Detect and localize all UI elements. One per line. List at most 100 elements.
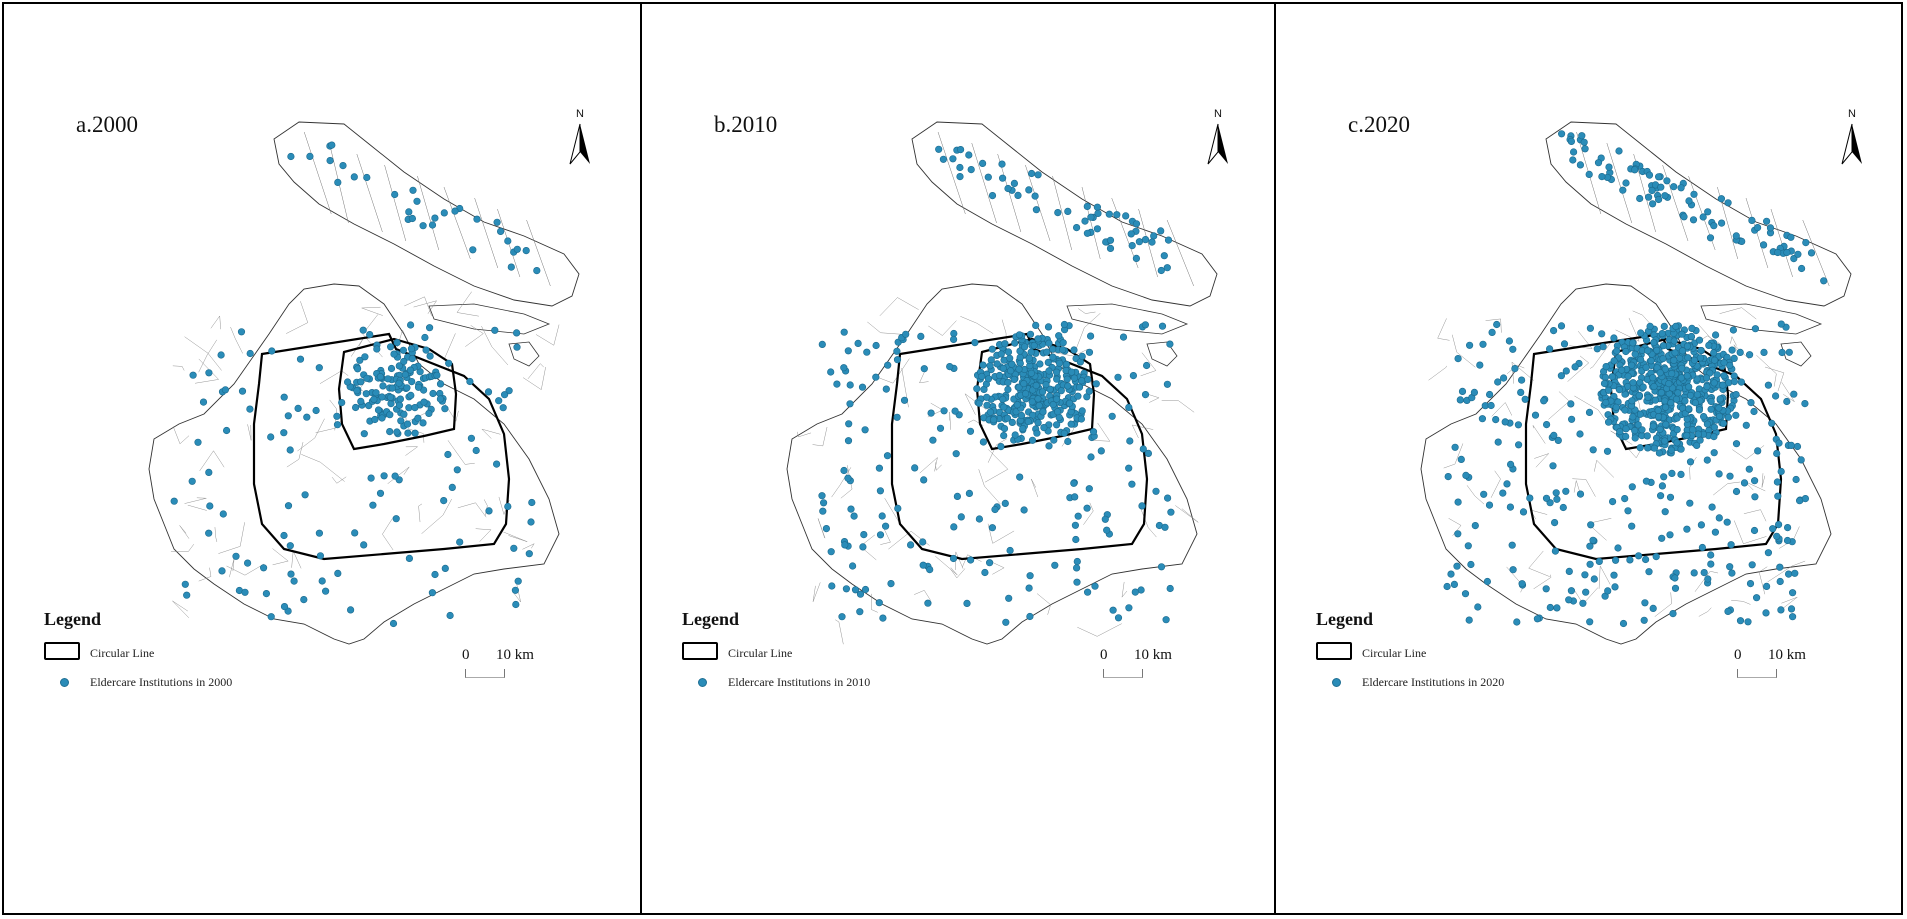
eldercare-point (1720, 359, 1728, 367)
eldercare-point (1760, 348, 1768, 357)
eldercare-point (1056, 359, 1064, 367)
eldercare-point (1629, 413, 1637, 421)
legend-title: Legend (1316, 609, 1374, 629)
eldercare-point (1011, 431, 1019, 439)
eldercare-point (1101, 515, 1109, 523)
eldercare-point (979, 438, 988, 446)
eldercare-point (1707, 551, 1715, 559)
eldercare-point (1704, 208, 1712, 216)
eldercare-point (405, 554, 414, 563)
eldercare-point (911, 464, 919, 472)
eldercare-point (1693, 391, 1702, 399)
eldercare-point (1471, 521, 1479, 530)
eldercare-point (1643, 432, 1651, 440)
eldercare-point (861, 585, 870, 594)
panel-title: c.2020 (1348, 112, 1410, 137)
eldercare-point (840, 364, 848, 372)
eldercare-point (1487, 401, 1495, 410)
eldercare-point (1503, 480, 1511, 488)
eldercare-point (366, 331, 374, 339)
eldercare-point (1621, 495, 1629, 503)
eldercare-point (875, 464, 883, 472)
eldercare-point (983, 393, 991, 401)
eldercare-point (919, 561, 927, 569)
district-boundary (919, 456, 938, 474)
eldercare-point (206, 502, 214, 510)
eldercare-point (1045, 339, 1053, 347)
eldercare-point (1697, 521, 1706, 529)
district-boundary (988, 560, 1005, 575)
eldercare-point (1707, 405, 1715, 413)
eldercare-point (1641, 599, 1649, 607)
eldercare-point (840, 466, 848, 475)
eldercare-point (995, 371, 1004, 380)
small-island (1780, 341, 1812, 367)
eldercare-point (1764, 381, 1773, 389)
eldercare-point (1036, 360, 1044, 368)
eldercare-point (1736, 617, 1745, 625)
eldercare-point (1486, 390, 1494, 399)
eldercare-point (820, 499, 828, 507)
eldercare-point (1802, 239, 1810, 247)
eldercare-point (403, 420, 412, 428)
eldercare-point (956, 173, 964, 181)
eldercare-point (1629, 339, 1637, 347)
eldercare-point (367, 474, 375, 482)
eldercare-point (997, 443, 1005, 451)
eldercare-point (333, 412, 341, 420)
eldercare-point (232, 552, 240, 560)
eldercare-point (513, 245, 521, 253)
eldercare-point (1713, 371, 1721, 379)
eldercare-point (1049, 353, 1057, 361)
eldercare-point (1729, 326, 1738, 334)
eldercare-point (525, 550, 533, 558)
district-boundary (1140, 507, 1157, 538)
eldercare-point (448, 483, 456, 492)
eldercare-point (1032, 206, 1041, 214)
eldercare-point (1677, 470, 1685, 479)
eldercare-point (1744, 618, 1752, 626)
district-boundary (350, 339, 363, 357)
eldercare-point (1699, 213, 1707, 221)
eldercare-point (1654, 406, 1662, 415)
eldercare-point (392, 515, 400, 523)
eldercare-point (1010, 375, 1018, 384)
map-canvas (148, 121, 580, 645)
eldercare-point (1073, 564, 1081, 572)
district-boundary (198, 339, 217, 373)
district-boundary (413, 300, 438, 314)
eldercare-point (511, 586, 520, 594)
eldercare-point (301, 491, 309, 499)
district-boundary (1694, 571, 1719, 592)
district-boundary (474, 197, 499, 269)
small-island (428, 303, 551, 335)
eldercare-point (1025, 354, 1033, 362)
eldercare-point (1506, 503, 1514, 511)
eldercare-point (1160, 252, 1168, 260)
eldercare-point (1581, 145, 1589, 153)
eldercare-point (1083, 229, 1092, 237)
eldercare-point (971, 339, 979, 347)
eldercare-point (1125, 403, 1133, 412)
eldercare-point (1622, 425, 1630, 433)
district-boundary (405, 446, 419, 456)
eldercare-point (1602, 398, 1610, 407)
eldercare-point (397, 417, 405, 425)
district-boundary (880, 525, 891, 545)
eldercare-point (1652, 552, 1660, 561)
district-boundary (301, 454, 345, 482)
eldercare-point (1019, 425, 1027, 433)
eldercare-point (1642, 363, 1650, 372)
eldercare-point (1715, 470, 1723, 478)
mainland-outline (786, 283, 1198, 645)
eldercare-point (1612, 403, 1620, 411)
eldercare-point (1598, 330, 1606, 338)
eldercare-point (357, 378, 365, 386)
eldercare-point (1074, 392, 1082, 400)
eldercare-point (440, 497, 448, 505)
eldercare-point (1766, 224, 1775, 232)
eldercare-point (1668, 370, 1676, 378)
district-boundary (230, 326, 243, 354)
eldercare-point (1579, 599, 1587, 607)
district-boundary (960, 316, 994, 334)
